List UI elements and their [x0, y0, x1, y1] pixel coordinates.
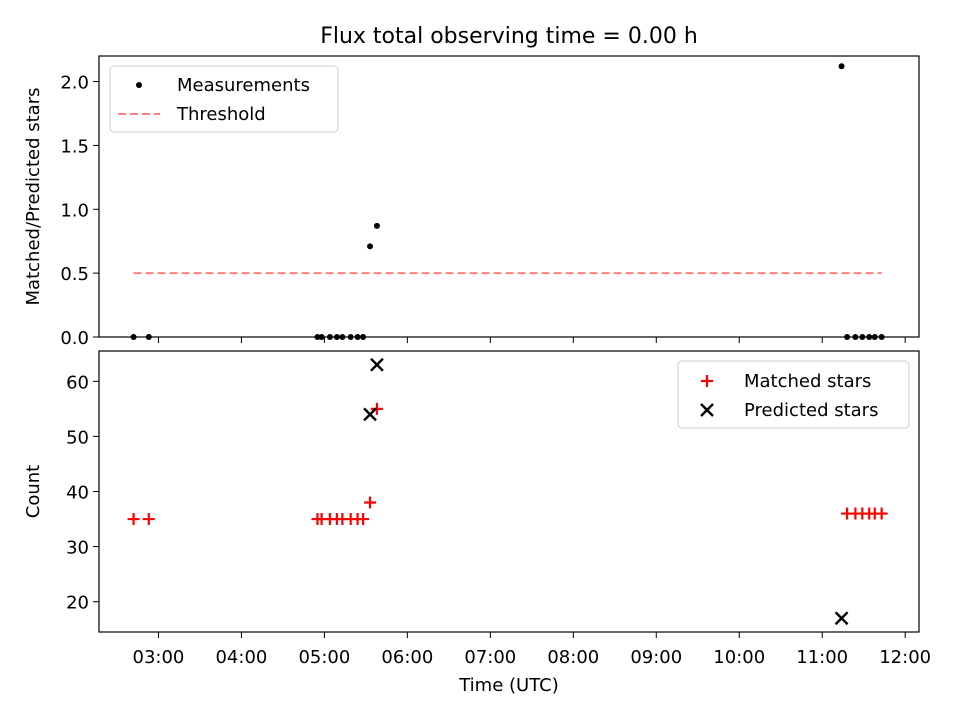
measurement-point	[339, 334, 346, 340]
y-tick-label: 40	[66, 483, 89, 504]
legend-label: Threshold	[176, 104, 266, 125]
y-tick-label: 1.0	[60, 200, 89, 221]
y-tick-label: 30	[66, 538, 89, 559]
x-tick-label: 06:00	[381, 647, 433, 668]
matched-star-point	[127, 513, 140, 526]
measurement-point	[838, 63, 845, 70]
y-axis-label: Matched/Predicted stars	[23, 88, 44, 306]
matched-star-point	[357, 513, 370, 526]
x-tick-label: 08:00	[547, 647, 599, 668]
y-tick-label: 0.0	[60, 328, 89, 349]
measurement-point	[347, 334, 354, 340]
x-axis-label: Time (UTC)	[458, 675, 559, 696]
x-tick-label: 04:00	[215, 647, 267, 668]
x-tick-label: 12:00	[879, 647, 931, 668]
measurement-point	[367, 243, 374, 250]
legend-marker-measurements	[136, 82, 142, 88]
measurement-point	[130, 334, 137, 340]
legend-marker-predicted	[700, 403, 714, 417]
y-axis-label: Count	[23, 465, 44, 518]
matched-star-point	[875, 507, 888, 520]
legend-label: Measurements	[177, 75, 310, 96]
plot-frame-1	[98, 55, 920, 338]
legend-box	[109, 65, 339, 133]
x-tick-label: 09:00	[630, 647, 682, 668]
measurement-point	[852, 334, 859, 340]
measurement-point	[314, 334, 321, 340]
chart-title: Flux total observing time = 0.00 h	[320, 24, 698, 49]
measurement-point	[373, 222, 380, 229]
y-tick-label: 0.5	[60, 264, 89, 285]
matched-star-point	[142, 513, 155, 526]
y-tick-label: 1.5	[60, 136, 89, 157]
legend-box	[677, 360, 910, 429]
measurement-point	[333, 334, 340, 340]
x-tick-label: 07:00	[464, 647, 516, 668]
measurement-point	[360, 334, 367, 340]
legend-marker-matched	[701, 375, 713, 387]
predicted-star-point	[363, 407, 377, 422]
measurement-point	[145, 334, 152, 340]
y-tick-label: 50	[66, 427, 89, 448]
y-tick-label: 60	[66, 372, 89, 393]
x-tick-label: 10:00	[713, 647, 765, 668]
predicted-star-point	[370, 357, 384, 372]
y-tick-label: 2.0	[60, 73, 89, 94]
legend-label: Matched stars	[744, 371, 871, 392]
matched-star-point	[370, 402, 383, 415]
legend-label: Predicted stars	[744, 400, 878, 421]
measurement-point	[878, 334, 885, 340]
measurement-point	[326, 334, 333, 340]
x-tick-label: 03:00	[133, 647, 185, 668]
x-tick-label: 11:00	[796, 647, 848, 668]
y-tick-label: 20	[66, 593, 89, 614]
measurement-point	[866, 334, 873, 340]
x-tick-label: 05:00	[298, 647, 350, 668]
measurement-point	[859, 334, 866, 340]
predicted-star-point	[834, 611, 849, 626]
measurement-point	[871, 334, 878, 340]
matched-star-point	[364, 496, 377, 509]
measurement-point	[844, 334, 851, 340]
measurement-point	[354, 334, 361, 340]
measurement-point	[318, 334, 325, 340]
